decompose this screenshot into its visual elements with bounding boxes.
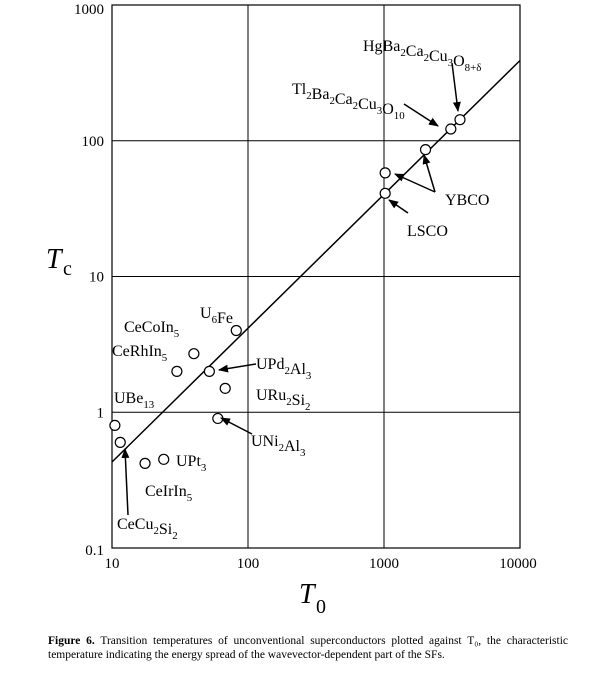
x-tick-label: 1000	[369, 556, 399, 572]
label-cerhin: CeRhIn5	[112, 343, 168, 364]
data-point	[445, 123, 457, 135]
label-lsco: LSCO	[407, 223, 448, 240]
annotation-arrow	[218, 363, 257, 373]
figure-caption: Figure 6. Transition temperatures of unc…	[48, 634, 568, 662]
annotation-arrow	[403, 103, 439, 127]
annotation-arrow	[451, 62, 461, 112]
x-tick-label: 10000	[499, 556, 537, 572]
label-ube: UBe13	[114, 390, 155, 411]
y-axis-title: T	[46, 244, 64, 275]
label-ceir: CeIrIn5	[145, 483, 193, 504]
annotation-arrows	[121, 62, 461, 516]
y-tick-label: 0.1	[85, 543, 104, 559]
data-point	[158, 453, 170, 465]
label-uni: UNi2Al3	[251, 433, 306, 459]
label-uru: URu2Si2	[256, 387, 310, 413]
annotation-labels: HgBa2Ca2Cu3O8+δ Tl2Ba2Ca2Cu3O10 YBCO LSCO U6…	[112, 38, 489, 542]
label-ybco: YBCO	[445, 192, 489, 209]
annotation-arrow	[394, 173, 436, 193]
caption-text: Transition temperatures of unconventiona…	[48, 635, 569, 661]
data-point	[379, 167, 391, 179]
annotation-arrow	[388, 199, 409, 214]
data-point	[230, 324, 242, 337]
data-point	[379, 187, 391, 199]
data-point	[139, 457, 151, 469]
annotation-arrow	[422, 154, 436, 193]
data-points	[109, 114, 466, 469]
caption-label: Figure 6.	[48, 635, 95, 647]
x-axis-title-subscript: 0	[316, 596, 326, 618]
data-point	[203, 365, 215, 377]
data-point	[188, 348, 200, 360]
annotation-arrow	[121, 448, 130, 516]
y-tick-label: 1000	[74, 2, 104, 18]
data-point	[454, 114, 466, 126]
label-u6fe: U6Fe	[200, 305, 233, 327]
label-upd: UPd2Al3	[256, 356, 312, 382]
x-axis-title: T	[299, 579, 317, 610]
label-hg: HgBa2Ca2Cu3O8+δ	[363, 38, 481, 74]
label-cecu: CeCu2Si2	[117, 516, 178, 542]
y-tick-label: 1	[97, 405, 105, 421]
label-tl: Tl2Ba2Ca2Cu3O10	[292, 81, 405, 122]
plot-frame	[111, 4, 521, 549]
x-tick-label: 10	[105, 556, 120, 572]
y-axis-title-subscript: c	[63, 258, 72, 280]
label-upt: UPt3	[176, 453, 207, 474]
axis-tick-labels: 10 100 1000 10000 0.1 1 10 100 1000	[74, 2, 537, 572]
data-point	[171, 365, 183, 377]
y-tick-label: 10	[89, 270, 104, 286]
label-cecoin: CeCoIn5	[124, 319, 180, 340]
grid-lines	[112, 5, 520, 548]
annotation-arrow	[220, 417, 253, 435]
data-point	[219, 382, 231, 394]
x-tick-label: 100	[237, 556, 260, 572]
y-tick-label: 100	[82, 134, 105, 150]
data-point	[419, 144, 432, 156]
data-point	[109, 419, 121, 432]
data-point	[114, 436, 126, 448]
